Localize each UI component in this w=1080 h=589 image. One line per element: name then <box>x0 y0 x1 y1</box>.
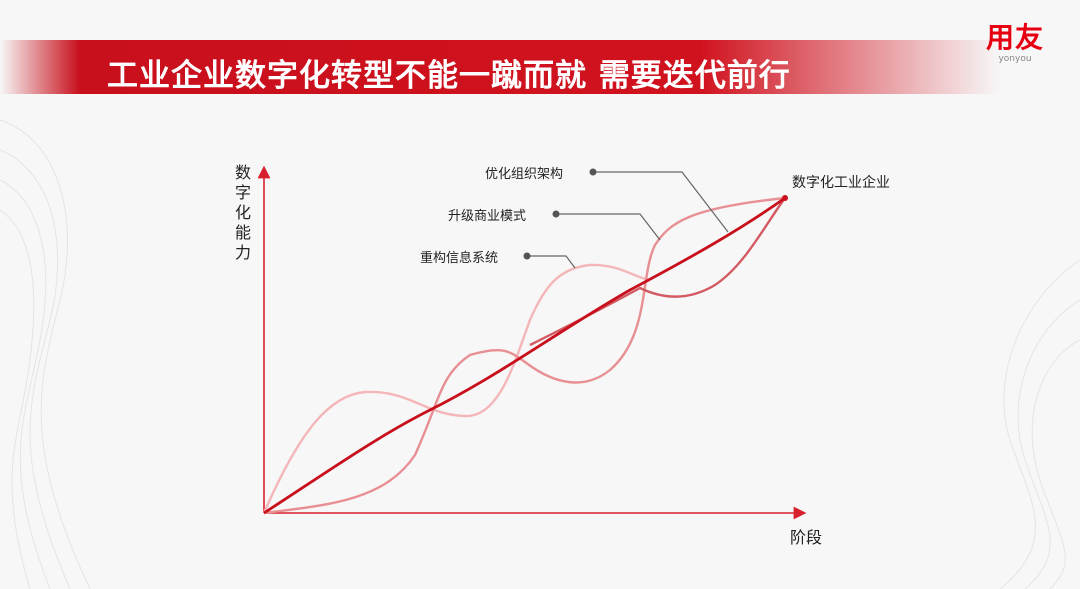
y-axis-char: 数 <box>234 163 251 182</box>
x-axis-label: 阶段 <box>790 528 823 547</box>
leader-line-organization <box>593 171 729 233</box>
main-progress-curve <box>263 196 786 515</box>
leader-line-info-system <box>527 255 576 269</box>
leader-line-business-model <box>556 213 661 241</box>
y-axis-char: 化 <box>234 203 251 222</box>
leader-dot-info-system <box>523 252 531 260</box>
label-rebuild-info-system: 重构信息系统 <box>420 251 499 266</box>
y-axis-label: 数 字 化 能 力 <box>233 163 253 263</box>
y-axis-char: 字 <box>234 183 251 202</box>
curve-upgrade-business-model <box>263 196 786 515</box>
label-optimize-organization: 优化组织架构 <box>485 167 564 182</box>
logo-text-cn: 用友 <box>985 21 1044 54</box>
brand-logo: 用友 yonyou <box>983 21 1047 65</box>
title-banner <box>0 40 1000 94</box>
label-upgrade-business-model: 升级商业模式 <box>448 209 527 224</box>
leader-dot-business-model <box>552 210 560 218</box>
end-point <box>782 195 788 201</box>
end-label: 数字化工业企业 <box>792 175 890 191</box>
logo-text-en: yonyou <box>998 54 1032 64</box>
page-title: 工业企业数字化转型不能一蹴而就 需要迭代前行 <box>107 58 791 94</box>
leader-dot-organization <box>589 168 597 176</box>
y-axis-char: 力 <box>234 243 251 262</box>
curve-rebuild-info-system <box>262 263 651 514</box>
y-axis-char: 能 <box>234 223 251 242</box>
